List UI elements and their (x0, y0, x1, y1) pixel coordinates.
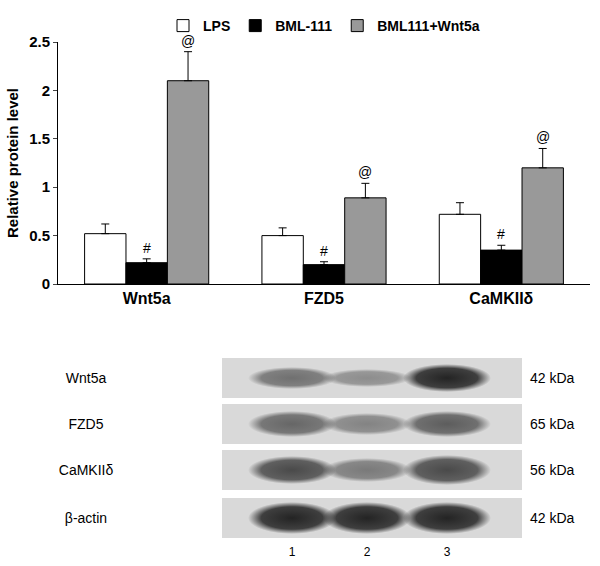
svg-text:Relative protein level: Relative protein level (4, 88, 21, 238)
svg-text:Wnt5a: Wnt5a (66, 370, 107, 386)
svg-text:2: 2 (42, 82, 50, 99)
svg-text:1: 1 (42, 178, 50, 195)
svg-text:#: # (320, 243, 328, 259)
svg-text:@: @ (536, 129, 550, 145)
svg-text:2.5: 2.5 (29, 33, 50, 50)
svg-text:CaMKIIδ: CaMKIIδ (469, 290, 533, 307)
svg-text:CaMKIIδ: CaMKIIδ (59, 462, 114, 478)
svg-text:@: @ (181, 33, 195, 49)
svg-text:BML111+Wnt5a: BML111+Wnt5a (377, 18, 480, 34)
svg-text:56 kDa: 56 kDa (530, 462, 575, 478)
svg-text:BML-111: BML-111 (275, 18, 332, 34)
svg-text:LPS: LPS (203, 18, 230, 34)
svg-text:1: 1 (289, 545, 296, 559)
svg-text:0.5: 0.5 (29, 227, 50, 244)
svg-text:2: 2 (364, 545, 371, 559)
svg-text:FZD5: FZD5 (69, 416, 104, 432)
svg-text:1.5: 1.5 (29, 130, 50, 147)
svg-text:#: # (143, 240, 151, 256)
svg-text:3: 3 (444, 545, 451, 559)
svg-text:#: # (497, 226, 505, 242)
svg-text:Wnt5a: Wnt5a (123, 290, 171, 307)
svg-text:@: @ (358, 164, 372, 180)
svg-text:65 kDa: 65 kDa (530, 416, 575, 432)
svg-text:42 kDa: 42 kDa (530, 510, 575, 526)
svg-text:0: 0 (42, 275, 50, 292)
svg-text:FZD5: FZD5 (304, 290, 344, 307)
svg-text:β-actin: β-actin (65, 510, 107, 526)
svg-text:42 kDa: 42 kDa (530, 370, 575, 386)
